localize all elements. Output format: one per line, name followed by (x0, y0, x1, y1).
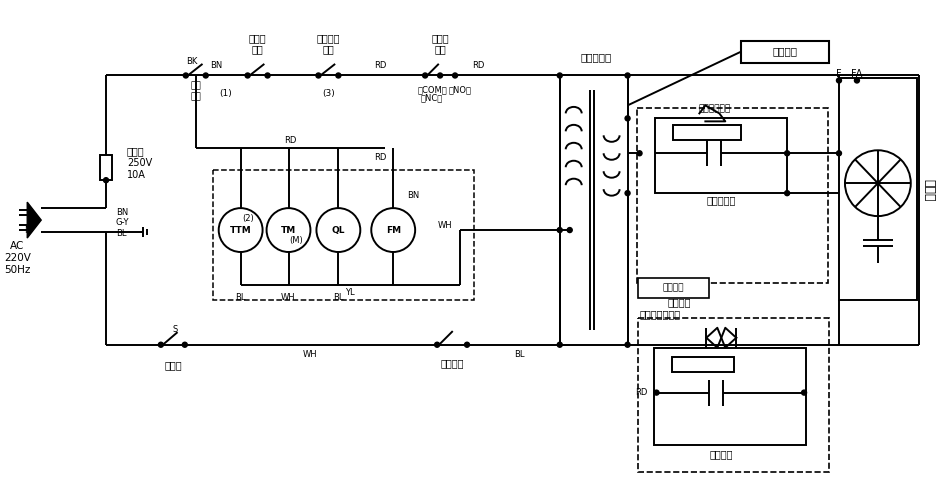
Bar (559, 76, 627, 344)
Text: (3): (3) (322, 89, 334, 98)
Text: QL: QL (331, 226, 345, 234)
Bar (838, 78, 916, 300)
Circle shape (566, 228, 572, 232)
Circle shape (182, 342, 187, 347)
Polygon shape (27, 202, 42, 238)
Text: F: F (835, 70, 841, 80)
Circle shape (244, 73, 250, 78)
Text: N: N (25, 226, 31, 234)
Text: WH: WH (303, 350, 317, 359)
Circle shape (784, 151, 789, 156)
Text: 初级
开关: 初级 开关 (190, 82, 201, 101)
Text: BN: BN (116, 208, 128, 216)
Bar (637, 278, 709, 298)
Text: 火力控制
开关: 火力控制 开关 (316, 33, 340, 54)
Bar (636, 108, 827, 283)
Text: L: L (26, 206, 31, 214)
Circle shape (104, 178, 109, 182)
Circle shape (557, 342, 562, 347)
Text: (M): (M) (289, 236, 303, 244)
Text: 高压二极管堂: 高压二极管堂 (698, 104, 730, 113)
Circle shape (203, 73, 208, 78)
Text: WH: WH (281, 294, 295, 302)
Text: YL: YL (346, 288, 355, 298)
Bar (672, 356, 733, 372)
Circle shape (422, 73, 428, 78)
Text: WH: WH (437, 220, 452, 230)
Text: （NC）: （NC） (420, 93, 443, 102)
Text: 温控器: 温控器 (164, 360, 181, 370)
Text: RD: RD (471, 61, 483, 70)
Circle shape (437, 73, 442, 78)
Text: BN: BN (210, 61, 222, 70)
Circle shape (636, 151, 641, 156)
Text: 监控器
开关: 监控器 开关 (430, 33, 448, 54)
Text: 高压电容器: 高压电容器 (706, 195, 735, 205)
Text: 高压电路保护器: 高压电路保护器 (639, 309, 680, 319)
Bar (655, 118, 786, 193)
Text: TM: TM (280, 226, 295, 234)
Circle shape (452, 73, 457, 78)
Text: 其他选择: 其他选择 (666, 297, 690, 307)
Circle shape (624, 73, 630, 78)
Text: 磁控管: 磁控管 (921, 179, 935, 202)
Circle shape (159, 342, 163, 347)
Text: AC
220V
50Hz: AC 220V 50Hz (4, 242, 30, 274)
Circle shape (557, 228, 562, 232)
Circle shape (835, 151, 840, 156)
Circle shape (624, 116, 630, 121)
Text: RD: RD (284, 136, 296, 145)
Text: 高压电容: 高压电容 (709, 450, 733, 460)
Text: BL: BL (333, 294, 344, 302)
Circle shape (624, 190, 630, 196)
Text: (2): (2) (243, 214, 254, 222)
Circle shape (653, 390, 658, 395)
Bar (740, 40, 828, 62)
Circle shape (624, 342, 630, 347)
Text: S: S (172, 326, 177, 334)
Circle shape (557, 73, 562, 78)
Text: FM: FM (385, 226, 400, 234)
Text: FA: FA (851, 70, 862, 80)
Text: 定时器
开关: 定时器 开关 (248, 33, 266, 54)
Bar (654, 348, 805, 446)
Bar (637, 318, 828, 472)
Text: BK: BK (186, 57, 197, 66)
Text: 高压绕组: 高压绕组 (662, 284, 683, 292)
Text: BL: BL (116, 228, 126, 237)
Text: RD: RD (374, 153, 386, 162)
Bar (212, 170, 474, 300)
Text: 低压绕组: 低压绕组 (772, 46, 797, 56)
Text: 高压变压器: 高压变压器 (580, 52, 611, 62)
Circle shape (335, 73, 341, 78)
Circle shape (801, 390, 806, 395)
Text: TTM: TTM (229, 226, 251, 234)
Circle shape (464, 342, 469, 347)
Circle shape (183, 73, 188, 78)
Text: 次级开关: 次级开关 (440, 358, 464, 368)
Text: （NO）: （NO） (448, 85, 471, 94)
Text: BN: BN (407, 190, 419, 200)
Text: (1): (1) (219, 89, 232, 98)
Text: （COM）: （COM） (417, 85, 447, 94)
Text: G-Y: G-Y (116, 218, 129, 226)
Text: RD: RD (374, 61, 386, 70)
Circle shape (835, 78, 840, 83)
Circle shape (434, 342, 439, 347)
Bar (673, 126, 740, 140)
Text: BL: BL (235, 294, 245, 302)
Bar (100, 156, 112, 180)
Text: RD: RD (634, 388, 647, 397)
Text: BL: BL (514, 350, 525, 359)
Circle shape (265, 73, 270, 78)
Text: 熔断器
250V
10A: 熔断器 250V 10A (126, 146, 152, 180)
Circle shape (853, 78, 858, 83)
Circle shape (315, 73, 321, 78)
Circle shape (784, 190, 789, 196)
